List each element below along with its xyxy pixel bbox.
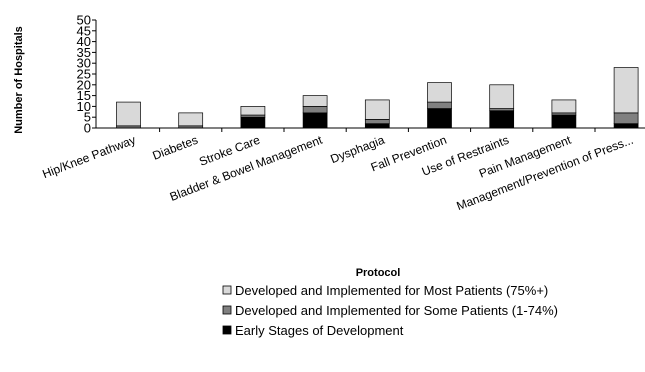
- x-axis-title: Protocol: [356, 267, 401, 279]
- bar-segment-3: [489, 84, 515, 109]
- bar-segment-2: [364, 119, 390, 125]
- bar-segment-1: [240, 116, 266, 129]
- y-tick-label: 35: [77, 45, 91, 60]
- bar-segment-3: [613, 67, 639, 114]
- bar-segment-1: [489, 110, 515, 129]
- legend-swatch: [222, 305, 232, 315]
- x-axis: [96, 127, 645, 132]
- bar-segment-3: [427, 82, 452, 103]
- bar-segment-3: [364, 99, 390, 120]
- category-label: Diabetes: [151, 133, 200, 163]
- y-tick-label: 5: [84, 110, 91, 125]
- legend-label: Developed and Implemented for Some Patie…: [235, 303, 558, 318]
- legend-swatch: [222, 285, 232, 295]
- bar-segment-3: [116, 101, 141, 127]
- legend-swatch: [222, 325, 232, 335]
- bar-segment-3: [302, 95, 328, 107]
- y-axis-title: Number of Hospitals: [13, 26, 25, 134]
- bar-segment-1: [364, 123, 390, 129]
- bars: [116, 67, 639, 129]
- y-tick-label: 50: [77, 13, 91, 28]
- y-tick-label: 0: [84, 121, 91, 136]
- bar-segment-3: [240, 106, 266, 116]
- y-tick-label: 40: [77, 34, 91, 49]
- y-tick-label: 20: [77, 77, 91, 92]
- bar-segment-2: [613, 112, 639, 125]
- bar-segment-1: [427, 108, 452, 129]
- category-label: Hip/Knee Pathway: [40, 133, 137, 181]
- bar-segment-1: [613, 123, 639, 129]
- y-tick-label: 25: [77, 67, 91, 82]
- bar-segment-2: [427, 101, 452, 109]
- legend: Developed and Implemented for Most Patie…: [222, 283, 558, 338]
- y-tick-label: 45: [77, 23, 91, 38]
- y-tick-label: 10: [77, 99, 91, 114]
- bar-segment-3: [178, 112, 204, 127]
- y-tick-label: 30: [77, 56, 91, 71]
- bar-segment-1: [551, 114, 577, 129]
- bar-segment-1: [302, 112, 328, 129]
- bar-segment-2: [302, 106, 328, 114]
- legend-label: Early Stages of Development: [235, 323, 404, 338]
- legend-label: Developed and Implemented for Most Patie…: [235, 283, 548, 298]
- bar-segment-3: [551, 99, 577, 114]
- y-tick-label: 15: [77, 88, 91, 103]
